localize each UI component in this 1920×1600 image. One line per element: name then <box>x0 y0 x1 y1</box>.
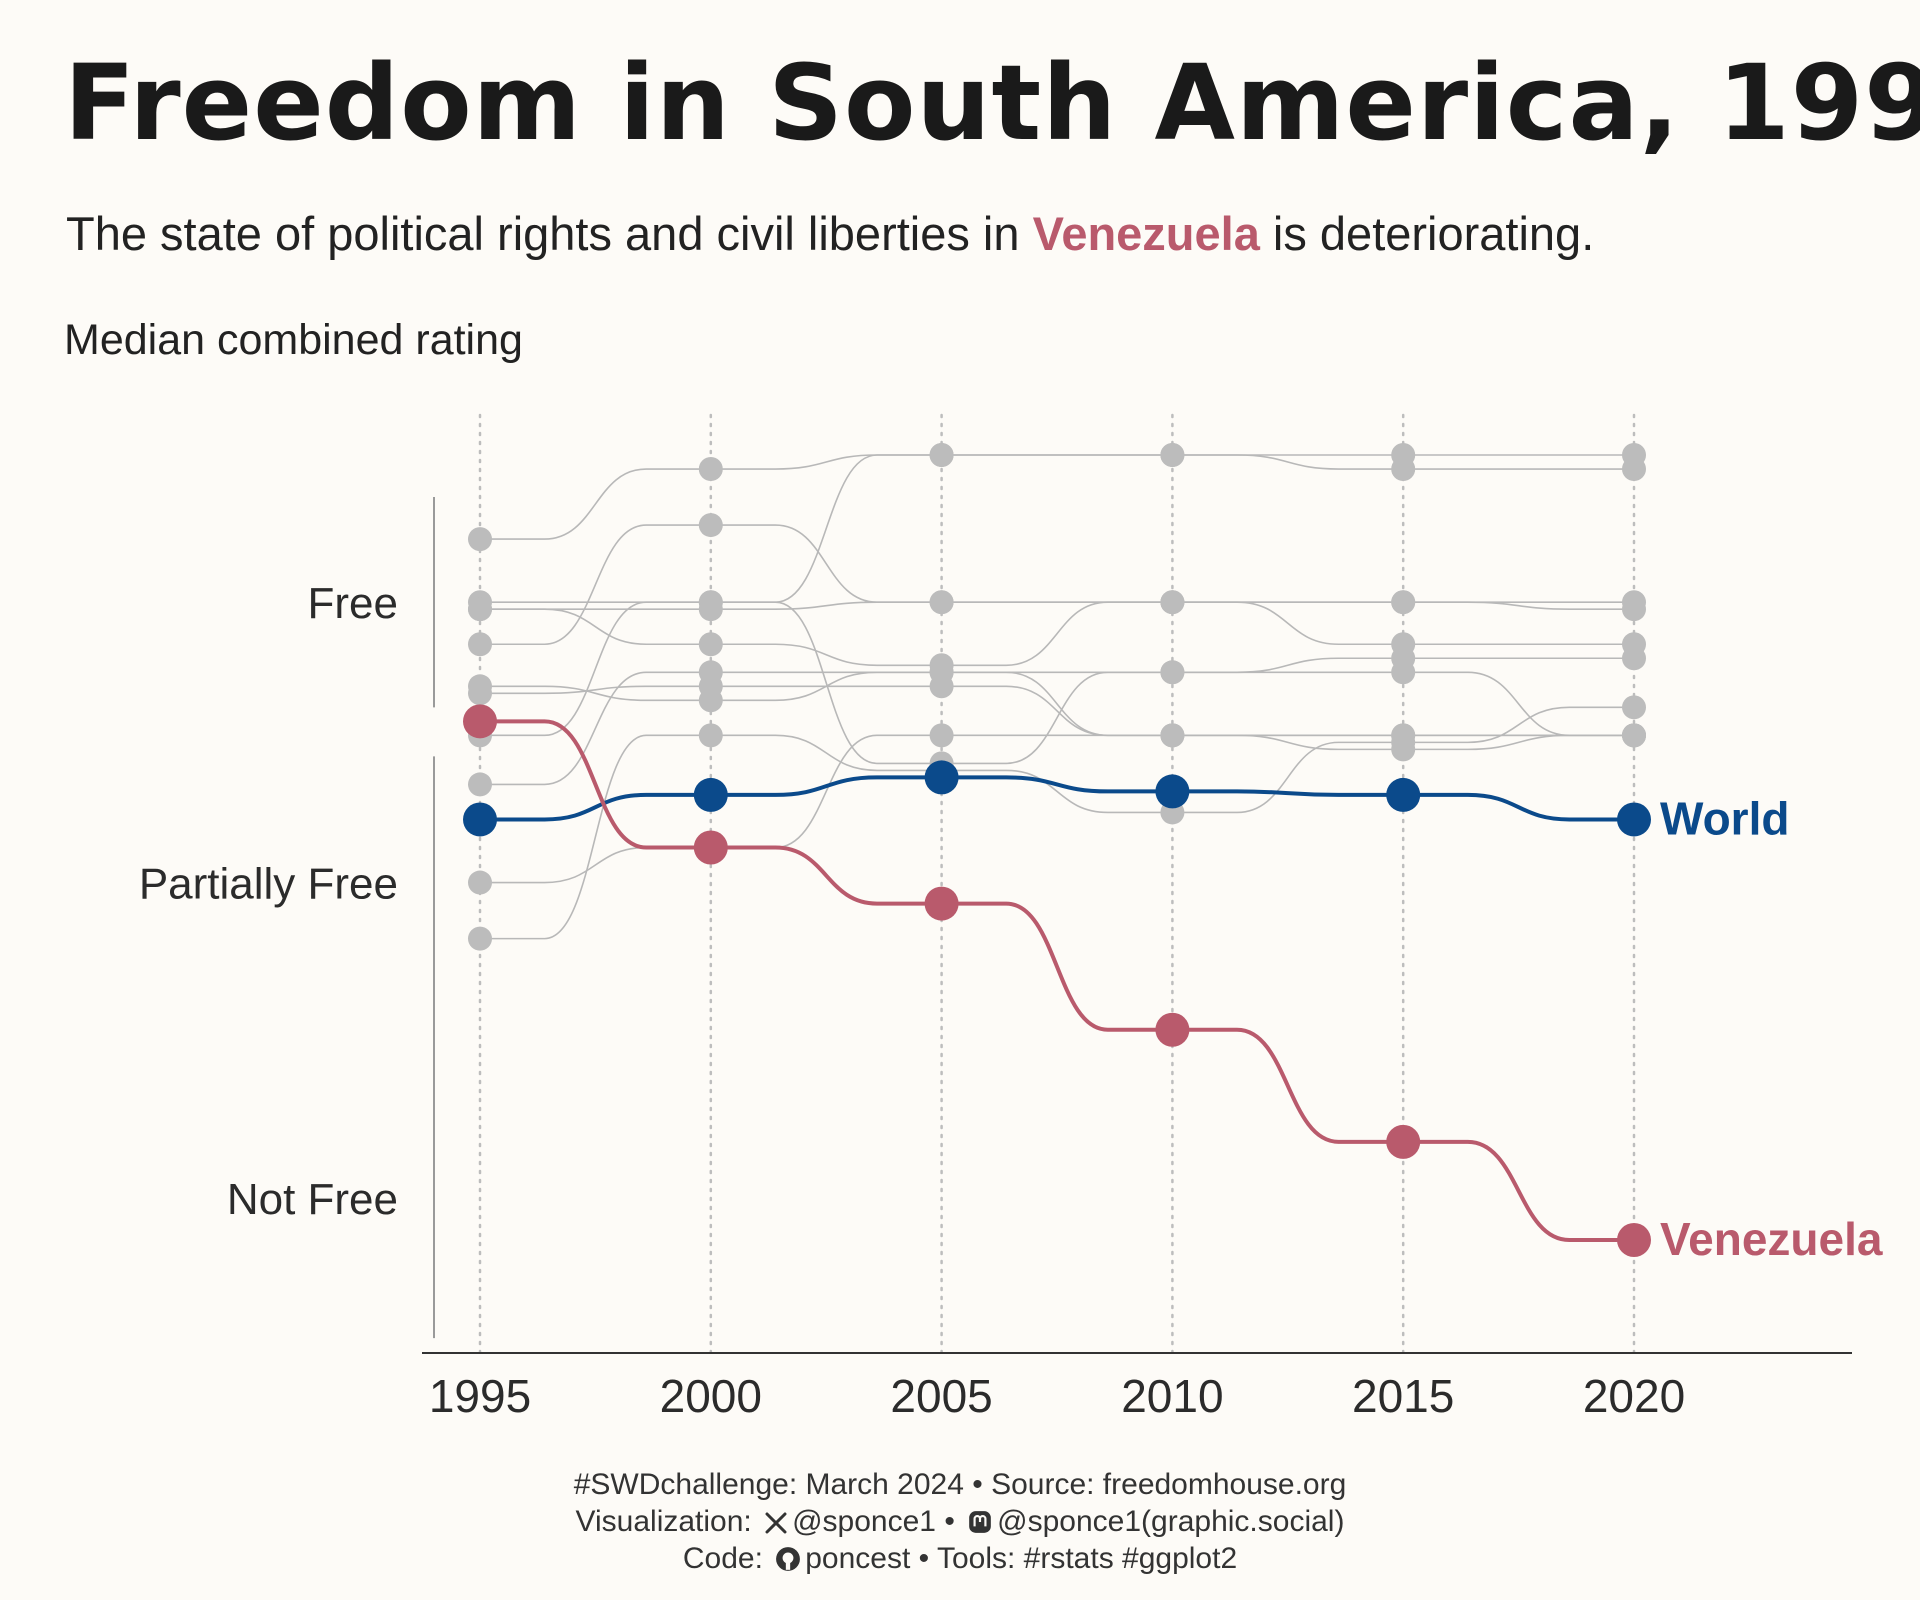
background-series-line-8 <box>480 671 1634 786</box>
footer-line-1: #SWDchallenge: March 2024 • Source: free… <box>573 1468 1347 1501</box>
subtitle-text-after: is deteriorating. <box>1259 207 1595 260</box>
background-point-11-2020 <box>1622 590 1646 615</box>
y-label-partially-free: Partially Free <box>139 860 398 909</box>
subtitle-highlight-venezuela: Venezuela <box>1032 207 1260 260</box>
background-series-line-9 <box>480 734 1634 884</box>
venezuela-series-line <box>480 719 1634 1242</box>
footer-mastodon-handle[interactable]: @sponce1(graphic.social) <box>997 1505 1345 1538</box>
venezuela-point-2000 <box>693 830 728 865</box>
background-series-line-10 <box>480 706 1634 940</box>
background-point-7-2015 <box>1391 660 1416 685</box>
x-tick-label-2000: 2000 <box>660 1370 762 1422</box>
x-tick-label-2005: 2005 <box>890 1370 992 1422</box>
background-point-9-2020 <box>1622 723 1646 748</box>
background-series-line-11 <box>480 601 1634 610</box>
background-point-10-2015 <box>1391 730 1416 755</box>
background-point-1-2000 <box>698 457 723 482</box>
footer-visualization-label: Visualization: <box>575 1505 761 1538</box>
footer-x-handle[interactable]: @sponce1 <box>792 1505 936 1538</box>
background-point-11-2005 <box>929 590 954 615</box>
background-point-2-2005 <box>929 443 954 467</box>
background-series-line-6 <box>480 685 1634 737</box>
background-point-3-2000 <box>698 632 723 657</box>
background-point-2-2015 <box>1391 457 1416 482</box>
background-point-8-2000 <box>698 660 723 685</box>
background-point-11-2010 <box>1160 590 1185 615</box>
venezuela-point-2020 <box>1617 1223 1651 1257</box>
world-point-1995 <box>463 802 497 837</box>
x-tick-label-1995: 1995 <box>429 1370 531 1422</box>
background-series-line-7 <box>480 601 1634 765</box>
background-point-6-1995 <box>468 681 492 706</box>
footer-line-2: Visualization: @sponce1 • @sponce1(graph… <box>0 1503 1920 1540</box>
x-tick-label-2015: 2015 <box>1352 1370 1454 1422</box>
venezuela-point-2015 <box>1386 1124 1421 1159</box>
venezuela-point-2005 <box>924 886 959 921</box>
background-point-10-2020 <box>1622 695 1646 720</box>
venezuela-point-2010 <box>1155 1012 1190 1047</box>
footer-tools: • Tools: #rstats #ggplot2 <box>910 1542 1238 1575</box>
background-point-8-2005 <box>929 660 954 685</box>
background-point-9-2005 <box>929 723 954 748</box>
footer-code-label: Code: <box>682 1542 772 1575</box>
background-point-5-2020 <box>1622 646 1646 671</box>
world-point-2020 <box>1617 802 1651 837</box>
bump-chart: Free Partially Free Not Free 1995 2000 2005 20… <box>139 413 1883 1422</box>
mastodon-icon <box>969 1511 992 1533</box>
background-point-2-2020 <box>1622 457 1646 482</box>
world-point-2010 <box>1155 774 1190 809</box>
background-point-7-2010 <box>1160 660 1185 685</box>
y-axis-title: Median combined rating <box>64 316 523 364</box>
background-series-line-4 <box>480 524 1634 646</box>
x-tick-label-2010: 2010 <box>1121 1370 1223 1422</box>
chart-title: Freedom in South America, 1995–2024 <box>64 42 1920 164</box>
footer-line-3: Code: poncest • Tools: #rstats #ggplot2 <box>0 1540 1920 1577</box>
subtitle-text-before: The state of political rights and civil … <box>66 207 1033 260</box>
github-icon <box>776 1547 801 1571</box>
y-label-not-free: Not Free <box>227 1175 398 1224</box>
footer-github-handle[interactable]: poncest <box>805 1542 911 1575</box>
background-point-11-2015 <box>1391 590 1416 615</box>
background-point-10-1995 <box>468 926 492 951</box>
background-point-1-1995 <box>468 527 492 552</box>
background-point-10-2000 <box>698 723 723 748</box>
background-point-4-1995 <box>468 632 492 657</box>
footer-caption: #SWDchallenge: March 2024 • Source: free… <box>0 1466 1920 1577</box>
venezuela-point-1995 <box>463 704 497 739</box>
background-series-line-2 <box>480 454 1634 603</box>
background-point-11-1995 <box>468 597 492 622</box>
x-logo-icon <box>765 1512 787 1534</box>
venezuela-end-label: Venezuela <box>1660 1213 1883 1265</box>
background-point-8-1995 <box>468 772 492 797</box>
y-label-free: Free <box>308 579 398 628</box>
background-point-2-2010 <box>1160 443 1185 467</box>
world-point-2015 <box>1386 777 1421 812</box>
background-series-line-5 <box>480 657 1634 702</box>
world-series-line <box>480 775 1634 822</box>
background-point-9-1995 <box>468 870 492 895</box>
world-point-2000 <box>693 777 728 812</box>
world-end-label: World <box>1660 792 1789 844</box>
background-point-9-2010 <box>1160 723 1185 748</box>
world-point-2005 <box>924 760 959 795</box>
x-tick-label-2020: 2020 <box>1583 1370 1685 1422</box>
background-point-11-2000 <box>698 597 723 622</box>
background-series-line-3 <box>480 601 1634 667</box>
background-point-4-2000 <box>698 513 723 538</box>
chart-subtitle: The state of political rights and civil … <box>66 206 1594 261</box>
footer-separator: • <box>935 1505 964 1538</box>
background-series-line-1 <box>480 454 1634 540</box>
